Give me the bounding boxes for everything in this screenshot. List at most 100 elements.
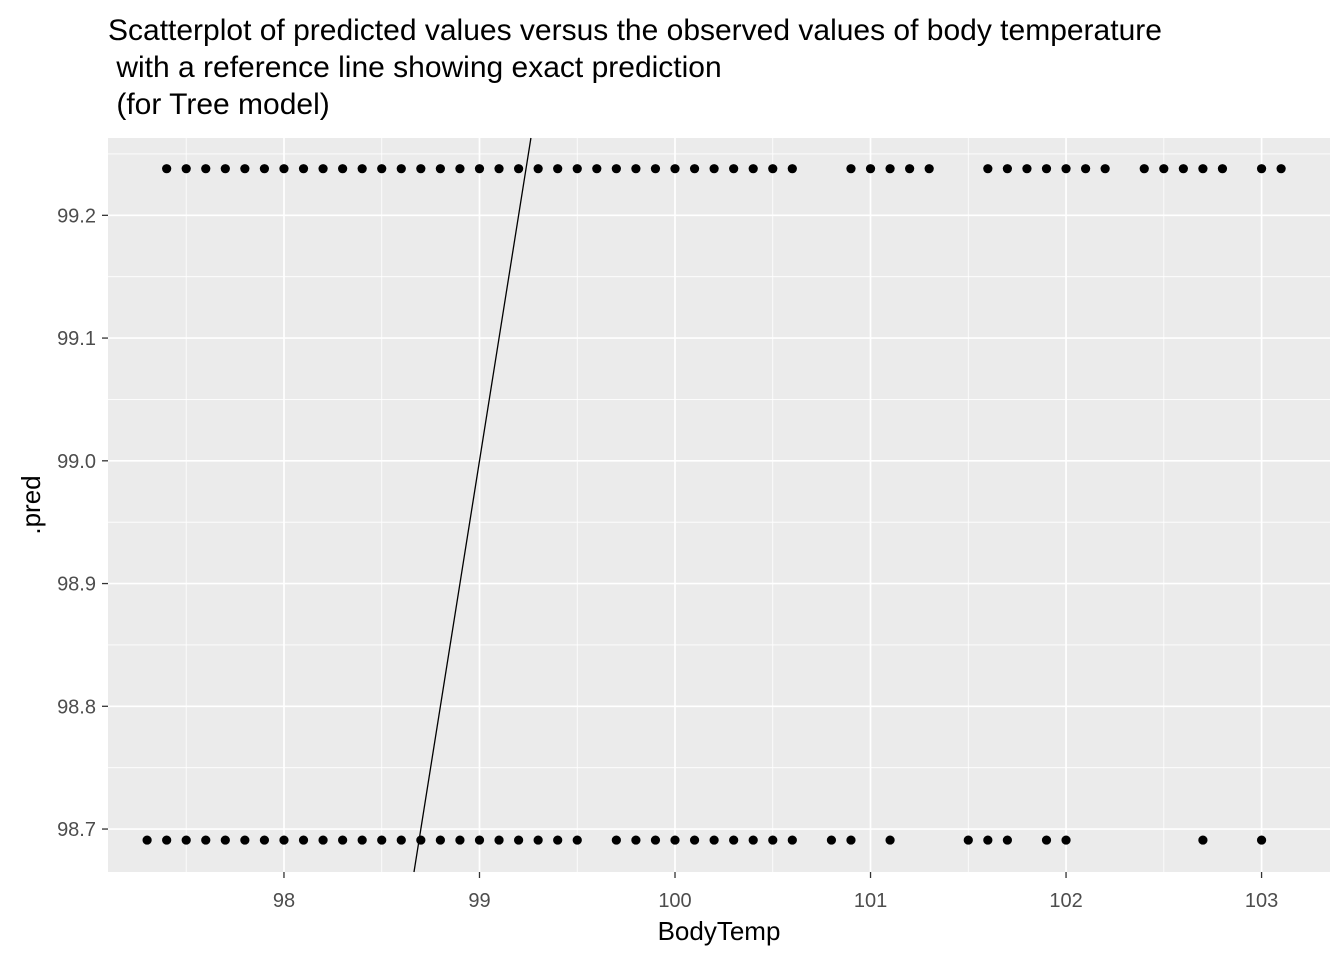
data-point bbox=[181, 835, 191, 845]
y-tick-label: 99.0 bbox=[57, 451, 96, 473]
data-point bbox=[631, 835, 641, 845]
data-point bbox=[670, 164, 680, 174]
data-point bbox=[279, 164, 289, 174]
data-point bbox=[181, 164, 191, 174]
data-point bbox=[416, 164, 426, 174]
data-point bbox=[1100, 164, 1110, 174]
data-point bbox=[377, 835, 387, 845]
data-point bbox=[1022, 164, 1032, 174]
minor-gridlines bbox=[108, 138, 1330, 872]
data-point bbox=[846, 164, 856, 174]
y-tick-label: 99.1 bbox=[57, 328, 96, 350]
data-point bbox=[1217, 164, 1228, 174]
data-point bbox=[826, 835, 837, 845]
x-axis-title: BodyTemp bbox=[658, 916, 781, 946]
data-point bbox=[689, 164, 700, 174]
data-point bbox=[768, 835, 778, 845]
data-point bbox=[1041, 164, 1052, 174]
y-tick-label: 98.9 bbox=[57, 574, 96, 596]
data-point bbox=[240, 164, 250, 174]
data-point bbox=[201, 835, 211, 845]
major-gridlines bbox=[108, 138, 1330, 872]
data-point bbox=[905, 164, 915, 174]
data-point bbox=[1061, 164, 1071, 174]
data-point bbox=[865, 164, 876, 174]
data-point bbox=[455, 835, 465, 845]
y-tick-label: 99.2 bbox=[57, 205, 96, 227]
reference-line bbox=[413, 137, 532, 873]
data-point bbox=[729, 164, 739, 174]
data-point bbox=[396, 164, 406, 174]
data-point bbox=[240, 835, 250, 845]
x-tick-label: 98 bbox=[273, 890, 295, 912]
data-point bbox=[435, 835, 445, 845]
y-tick-label: 98.7 bbox=[57, 819, 96, 841]
y-tick-label: 98.8 bbox=[57, 696, 96, 718]
data-point bbox=[709, 164, 719, 174]
data-point bbox=[1002, 835, 1012, 845]
data-point bbox=[885, 164, 895, 174]
x-tick-label: 103 bbox=[1245, 890, 1278, 912]
data-point bbox=[963, 835, 973, 845]
x-tick-label: 102 bbox=[1049, 890, 1082, 912]
chart-title: Scatterplot of predicted values versus t… bbox=[108, 14, 1162, 121]
data-point bbox=[259, 164, 270, 174]
data-point bbox=[748, 164, 758, 174]
data-point bbox=[201, 164, 211, 174]
data-point bbox=[983, 164, 993, 174]
data-point bbox=[748, 835, 758, 845]
data-point bbox=[689, 835, 700, 845]
data-point bbox=[298, 835, 309, 845]
data-point bbox=[1159, 164, 1169, 174]
data-point bbox=[846, 835, 856, 845]
data-point bbox=[1198, 835, 1208, 845]
data-point bbox=[533, 164, 543, 174]
data-point bbox=[162, 835, 172, 845]
data-point bbox=[357, 835, 367, 845]
x-tick-label: 101 bbox=[854, 890, 887, 912]
data-point bbox=[1002, 164, 1012, 174]
data-point bbox=[318, 164, 328, 174]
data-point bbox=[220, 835, 230, 845]
data-point bbox=[631, 164, 641, 174]
data-point bbox=[572, 835, 582, 845]
data-point bbox=[455, 164, 465, 174]
plot-panel bbox=[108, 138, 1330, 872]
data-point bbox=[670, 835, 680, 845]
data-point bbox=[553, 164, 563, 174]
data-point bbox=[513, 164, 524, 174]
data-point bbox=[611, 164, 621, 174]
data-point bbox=[592, 164, 602, 174]
x-tick-label: 99 bbox=[468, 890, 490, 912]
data-point bbox=[474, 164, 485, 174]
data-point bbox=[553, 835, 563, 845]
data-point bbox=[983, 835, 993, 845]
x-tick-label: 100 bbox=[658, 890, 691, 912]
data-point bbox=[729, 835, 739, 845]
data-point bbox=[162, 164, 172, 174]
data-point bbox=[1276, 164, 1286, 174]
data-point bbox=[1041, 835, 1052, 845]
data-point bbox=[513, 835, 524, 845]
data-point bbox=[1256, 164, 1267, 174]
data-point bbox=[338, 164, 348, 174]
reference-line-group bbox=[413, 137, 532, 873]
data-point bbox=[474, 835, 485, 845]
data-point bbox=[1198, 164, 1208, 174]
axis-ticks: 98 99 100 101 102 103 98.7 98.8 98.9 99.0 99.1 99.2 bbox=[57, 205, 1278, 912]
data-point bbox=[435, 164, 445, 174]
data-point bbox=[298, 164, 309, 174]
data-points bbox=[142, 164, 1286, 845]
data-point bbox=[1139, 164, 1149, 174]
data-point bbox=[650, 835, 661, 845]
data-point bbox=[142, 835, 152, 845]
data-point bbox=[709, 835, 719, 845]
data-point bbox=[259, 835, 270, 845]
data-point bbox=[279, 835, 289, 845]
data-point bbox=[924, 164, 934, 174]
data-point bbox=[338, 835, 348, 845]
data-point bbox=[377, 164, 387, 174]
data-point bbox=[533, 835, 543, 845]
data-point bbox=[494, 835, 504, 845]
